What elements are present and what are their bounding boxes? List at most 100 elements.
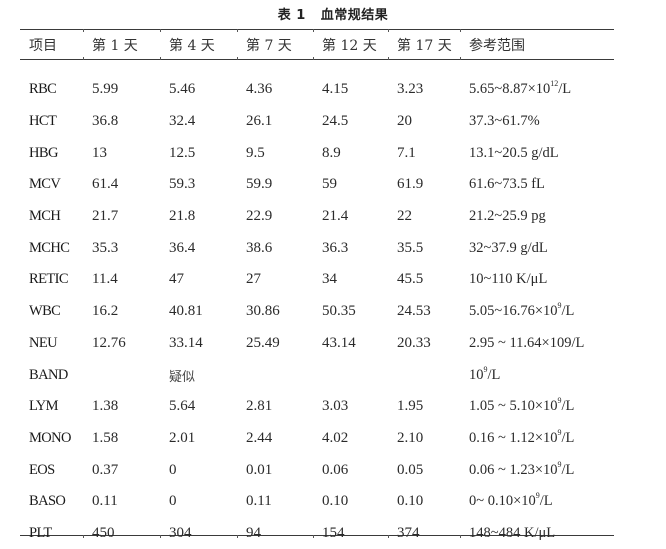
- cell-day-7: 38.6: [246, 239, 273, 256]
- column-tick: [83, 535, 84, 538]
- cell-day-1: 1.58: [92, 429, 119, 446]
- cell-day-4: 304: [169, 524, 192, 541]
- reference-range-text: 5.65~8.87×10: [469, 81, 551, 98]
- cell-day-12: 43.14: [322, 334, 356, 351]
- column-tick: [237, 29, 238, 32]
- reference-range-exponent: 9: [557, 427, 562, 437]
- cell-item: BAND: [29, 366, 68, 383]
- cell-item: HCT: [29, 113, 57, 130]
- cell-day-12: 36.3: [322, 239, 349, 256]
- column-tick: [460, 535, 461, 538]
- reference-range-unit: /L: [558, 81, 572, 98]
- reference-range-text: 5.05~16.76×10: [469, 303, 558, 320]
- cell-day-4: 59.3: [169, 176, 196, 193]
- column-tick: [160, 535, 161, 538]
- cell-day-7: 9.5: [246, 144, 265, 161]
- reference-range-text: 61.6~73.5 fL: [469, 176, 545, 193]
- cell-day-17: 20: [397, 113, 412, 130]
- cell-day-4: 0: [169, 461, 177, 478]
- table-row: PLT 450 304 94 154 374 148~484 K/μL: [20, 518, 614, 549]
- cell-day-7: 0.01: [246, 461, 273, 478]
- cell-day-7: 2.81: [246, 398, 273, 415]
- cell-day-12: 8.9: [322, 144, 341, 161]
- cell-day-1: 0.11: [92, 493, 118, 510]
- cell-day-12: 59: [322, 176, 337, 193]
- cell-day-7: 0.11: [246, 493, 272, 510]
- cell-day-17: 24.53: [397, 303, 431, 320]
- cell-day-12: 4.15: [322, 81, 349, 98]
- reference-range-text: 0.06 ~ 1.23×10: [469, 461, 558, 478]
- cell-day-12: 154: [322, 524, 345, 541]
- cell-item: PLT: [29, 524, 52, 541]
- cell-reference-range: 148~484 K/μL: [460, 518, 614, 549]
- column-tick: [160, 57, 161, 60]
- cell-day-7: 2.44: [246, 429, 273, 446]
- reference-range-text: 2.95 ~ 11.64×109/L: [469, 334, 585, 351]
- header-rule: [20, 59, 614, 60]
- cell-day-7: 22.9: [246, 208, 273, 225]
- reference-range-unit: /L: [539, 493, 553, 510]
- reference-range-exponent: 9: [557, 396, 562, 406]
- cell-day-17: 0.10: [397, 493, 424, 510]
- reference-range-unit: /L: [561, 461, 575, 478]
- reference-range-exponent: 9: [557, 459, 562, 469]
- table-row: MCHC 35.3 36.4 38.6 36.3 35.5 32~37.9 g/dL: [20, 232, 614, 264]
- cell-day-17: 45.5: [397, 271, 424, 288]
- cell-reference-range: 10~110 K/μL: [460, 264, 614, 296]
- table-row: WBC 16.2 40.81 30.86 50.35 24.53 5.05~16.76×10…: [20, 296, 614, 328]
- cell-reference-range: 37.3~61.7%: [460, 106, 614, 138]
- column-tick: [388, 535, 389, 538]
- table-row: HCT 36.8 32.4 26.1 24.5 20 37.3~61.7%: [20, 106, 614, 138]
- cell-day-12: 4.02: [322, 429, 349, 446]
- cell-reference-range: 5.05~16.76×109/L: [460, 296, 614, 328]
- cell-item: RBC: [29, 81, 57, 98]
- column-tick: [160, 29, 161, 32]
- cell-day-12: 34: [322, 271, 337, 288]
- header-day-7: 第 7 天: [246, 37, 292, 54]
- cell-item: MCV: [29, 176, 61, 193]
- cell-day-12: 0.10: [322, 493, 349, 510]
- table-body: RBC 5.99 5.46 4.36 4.15 3.23 5.65~8.87×1012/L H…: [20, 60, 614, 549]
- table-row: BAND 疑似 109/L: [20, 359, 614, 391]
- cell-reference-range: 0~ 0.10×109/L: [460, 486, 614, 518]
- reference-range-text: 0.16 ~ 1.12×10: [469, 429, 558, 446]
- cell-day-1: 0.37: [92, 461, 119, 478]
- cell-day-1: 1.38: [92, 398, 119, 415]
- cell-day-7: 4.36: [246, 81, 273, 98]
- cell-day-1: 36.8: [92, 113, 119, 130]
- cell-reference-range: 2.95 ~ 11.64×109/L: [460, 328, 614, 360]
- column-tick: [237, 535, 238, 538]
- cell-item: MONO: [29, 429, 72, 446]
- reference-range-text: 0~ 0.10×10: [469, 493, 536, 510]
- column-tick: [83, 57, 84, 60]
- cell-day-12: [313, 359, 388, 391]
- cell-day-4: 36.4: [169, 239, 196, 256]
- cell-day-1: 16.2: [92, 303, 119, 320]
- table-row: HBG 13 12.5 9.5 8.9 7.1 13.1~20.5 g/dL: [20, 137, 614, 169]
- cell-day-17: 0.05: [397, 461, 424, 478]
- reference-range-exponent: 9: [483, 364, 488, 374]
- cell-item: RETIC: [29, 271, 68, 288]
- cell-reference-range: 61.6~73.5 fL: [460, 169, 614, 201]
- reference-range-text: 37.3~61.7%: [469, 113, 540, 130]
- cell-day-4: 0: [169, 493, 177, 510]
- cell-day-1: 12.76: [92, 334, 126, 351]
- cell-day-12: 0.06: [322, 461, 349, 478]
- reference-range-text: 10~110 K/μL: [469, 271, 548, 288]
- cell-reference-range: 0.16 ~ 1.12×109/L: [460, 423, 614, 455]
- reference-range-exponent: 9: [557, 301, 562, 311]
- cell-day-17: 374: [397, 524, 420, 541]
- header-row: 项目 第 1 天 第 4 天 第 7 天 第 12 天 第 17 天 参考范围: [20, 29, 614, 60]
- reference-range-text: 148~484 K/μL: [469, 524, 556, 541]
- cell-day-1: 450: [92, 524, 115, 541]
- table-caption: 表 1 血常规结果: [0, 4, 666, 23]
- cell-day-17: [388, 359, 460, 391]
- column-tick: [313, 57, 314, 60]
- cell-day-4: 12.5: [169, 144, 196, 161]
- table-row: BASO 0.11 0 0.11 0.10 0.10 0~ 0.10×109/L: [20, 486, 614, 518]
- table-row: MCV 61.4 59.3 59.9 59 61.9 61.6~73.5 fL: [20, 169, 614, 201]
- cell-day-7: 25.49: [246, 334, 280, 351]
- cell-reference-range: 0.06 ~ 1.23×109/L: [460, 454, 614, 486]
- column-tick: [83, 29, 84, 32]
- table-row: RETIC 11.4 47 27 34 45.5 10~110 K/μL: [20, 264, 614, 296]
